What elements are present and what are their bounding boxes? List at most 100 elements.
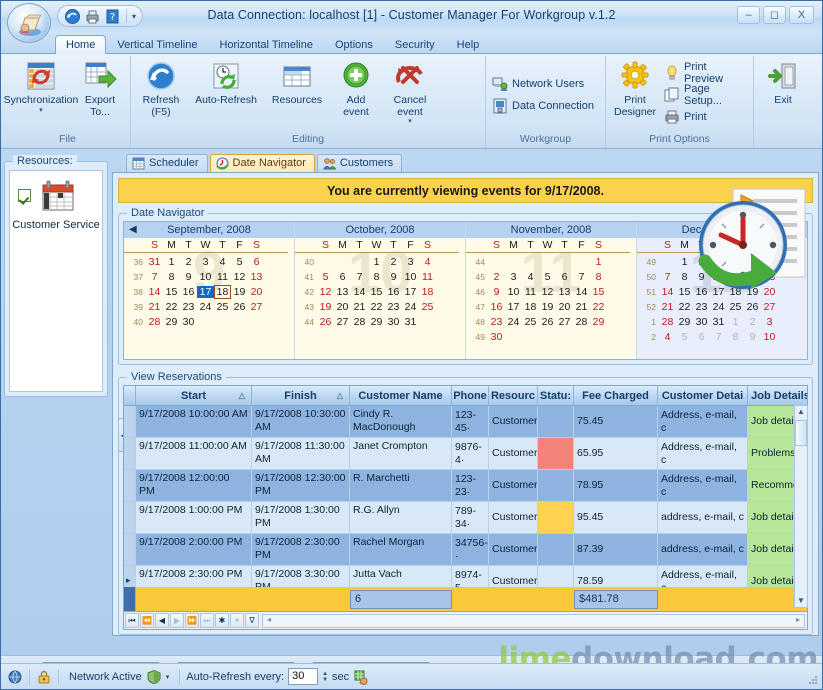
calendar-day-cell[interactable]: 17: [712, 285, 725, 298]
calendar-day-cell[interactable]: 29: [165, 315, 178, 328]
sort-ascending-icon[interactable]: △: [336, 391, 343, 400]
calendar-day-cell[interactable]: 4: [527, 270, 534, 283]
grid-column-header-customer-name[interactable]: Customer Name: [350, 386, 452, 405]
calendar-day-cell[interactable]: 18: [214, 284, 231, 299]
calendar-day-cell[interactable]: 13: [336, 285, 349, 298]
row-selector[interactable]: [124, 406, 136, 437]
calendar-day-cell[interactable]: 29: [370, 315, 383, 328]
calendar-day-cell[interactable]: 3: [766, 315, 773, 328]
calendar-day-cell[interactable]: 22: [370, 300, 383, 313]
cell-customer-details[interactable]: address, e-mail, c: [658, 534, 748, 565]
calendar-day-cell[interactable]: 2: [390, 255, 397, 268]
cell-resource[interactable]: Customer: [489, 406, 538, 437]
ribbon-tab-home[interactable]: Home: [55, 35, 107, 54]
calendar-day-cell[interactable]: 7: [664, 270, 671, 283]
calendar-day-cell[interactable]: 14: [661, 285, 674, 298]
stepper-up-icon[interactable]: ▲: [322, 670, 329, 677]
calendar-day-cell[interactable]: 4: [424, 255, 431, 268]
add-event-button[interactable]: Add event: [330, 58, 382, 120]
calendar-day-cell[interactable]: 28: [148, 315, 161, 328]
calendar-day-cell[interactable]: 27: [558, 315, 571, 328]
calendar-day-cell[interactable]: 15: [165, 285, 178, 298]
ribbon-tab-security[interactable]: Security: [384, 35, 446, 54]
ribbon-tab-horizontal-timeline[interactable]: Horizontal Timeline: [208, 35, 324, 54]
calendar-day-cell[interactable]: 28: [661, 315, 674, 328]
calendar-day-cell[interactable]: 7: [151, 270, 158, 283]
hscroll-right-arrow-icon[interactable]: ▸: [795, 614, 800, 624]
cell-start[interactable]: 9/17/2008 12:00:00 PM: [136, 470, 252, 501]
cell-resource[interactable]: Customer: [489, 470, 538, 501]
synchronization-button[interactable]: Synchronization ▾: [4, 58, 78, 116]
network-users-button[interactable]: Network Users: [489, 73, 590, 95]
calendar-day-cell[interactable]: 18: [729, 285, 742, 298]
calendar-day-cell[interactable]: 11: [217, 270, 228, 283]
quick-access-toolbar[interactable]: ? ▾: [57, 5, 144, 27]
calendar-day-cell[interactable]: 9: [390, 270, 397, 283]
cell-customer-name[interactable]: R. Marchetti: [350, 470, 452, 501]
cell-customer-details[interactable]: Address, e-mail, c: [658, 438, 748, 469]
cell-phone[interactable]: 123-23·: [452, 470, 489, 501]
grid-body[interactable]: 9/17/2008 10:00:00 AM 9/17/2008 10:30:00 …: [124, 406, 807, 587]
cell-customer-name[interactable]: Jutta Vach: [350, 566, 452, 587]
sync-icon[interactable]: [64, 8, 81, 25]
calendar-day-cell[interactable]: 22: [678, 300, 691, 313]
calendar-day-cell[interactable]: 30: [490, 330, 503, 343]
chevron-down-icon[interactable]: ▾: [165, 673, 170, 681]
calendar-day-cell[interactable]: 25: [729, 300, 742, 313]
calendar-day-cell[interactable]: 26: [541, 315, 554, 328]
calendar-day-cell[interactable]: 1: [595, 255, 602, 268]
calendar-day-cell[interactable]: 24: [404, 300, 417, 313]
refresh-button[interactable]: Refresh (F5): [134, 58, 188, 120]
doc-tab-customers[interactable]: Customers: [316, 154, 403, 172]
calendar-day-cell[interactable]: 1: [681, 255, 688, 268]
calendar-day-cell[interactable]: 24: [199, 300, 212, 313]
calendar-day-cell[interactable]: 31: [712, 315, 725, 328]
calendar-day-cell[interactable]: 21: [353, 300, 366, 313]
calendar-day-cell[interactable]: 2: [749, 315, 756, 328]
calendar-day-cell[interactable]: 17: [404, 285, 417, 298]
first-record-button[interactable]: ⏮: [125, 613, 139, 628]
table-row[interactable]: 9/17/2008 2:30:00 PM9/17/2008 3:30:00 PM…: [124, 566, 807, 587]
grid-column-header-fee-charged[interactable]: Fee Charged: [574, 386, 658, 405]
calendar-day-cell[interactable]: 25: [216, 300, 229, 313]
cell-fee-charged[interactable]: 78.59: [574, 566, 658, 587]
cell-phone[interactable]: 9876-4·: [452, 438, 489, 469]
calendar-day-cell[interactable]: 30: [695, 315, 708, 328]
ribbon-tab-help[interactable]: Help: [446, 35, 491, 54]
calendar-day-cell[interactable]: 17: [197, 285, 214, 298]
cell-finish[interactable]: 9/17/2008 2:30:00 PM: [252, 534, 350, 565]
grid-column-header-resourc[interactable]: Resourc: [489, 386, 538, 405]
grid-column-header-finish[interactable]: Finish △: [252, 386, 350, 405]
auto-refresh-value[interactable]: 30: [288, 668, 319, 685]
calendar-day-cell[interactable]: 26: [233, 300, 246, 313]
sort-ascending-icon[interactable]: △: [238, 391, 245, 400]
cell-status[interactable]: [538, 470, 574, 501]
table-row[interactable]: 9/17/2008 12:00:00 PM 9/17/2008 12:30:00 …: [124, 470, 807, 502]
row-selector[interactable]: [124, 566, 136, 587]
calendar-day-cell[interactable]: 6: [698, 330, 705, 343]
cell-status[interactable]: [538, 566, 574, 587]
calendar-day-cell[interactable]: 12: [233, 270, 246, 283]
calendar-day-cell[interactable]: 27: [336, 315, 349, 328]
cell-start[interactable]: 9/17/2008 2:30:00 PM: [136, 566, 252, 587]
grid-column-header-job-details[interactable]: Job Details: [748, 386, 807, 405]
cancel-event-button[interactable]: Cancel event ▾: [382, 58, 438, 127]
grid-column-header-phone[interactable]: Phone: [452, 386, 489, 405]
stepper-down-icon[interactable]: ▼: [322, 676, 329, 683]
grid-column-header-customer-detai[interactable]: Customer Detai: [658, 386, 748, 405]
calendar-day-cell[interactable]: 24: [507, 315, 520, 328]
data-connection-button[interactable]: Data Connection: [489, 95, 600, 117]
auto-refresh-button[interactable]: Auto-Refresh: [188, 58, 264, 109]
calendar-day-cell[interactable]: 22: [165, 300, 178, 313]
table-row[interactable]: 9/17/2008 2:00:00 PM 9/17/2008 2:30:00 PM…: [124, 534, 807, 566]
calendar-day-cell[interactable]: 15: [592, 285, 605, 298]
cell-customer-details[interactable]: Address, e-mail, c: [658, 470, 748, 501]
network-status-combo[interactable]: Network Active ▾: [65, 668, 173, 686]
calendar-day-cell[interactable]: 10: [404, 270, 417, 283]
calendar-day-cell[interactable]: 26: [746, 300, 759, 313]
print-button[interactable]: Print: [661, 106, 750, 128]
print-designer-button[interactable]: Print Designer: [609, 58, 661, 120]
calendar-day-cell[interactable]: 16: [695, 285, 708, 298]
resources-list[interactable]: Customer Service: [9, 170, 103, 392]
calendar-day-cell[interactable]: 8: [168, 270, 175, 283]
